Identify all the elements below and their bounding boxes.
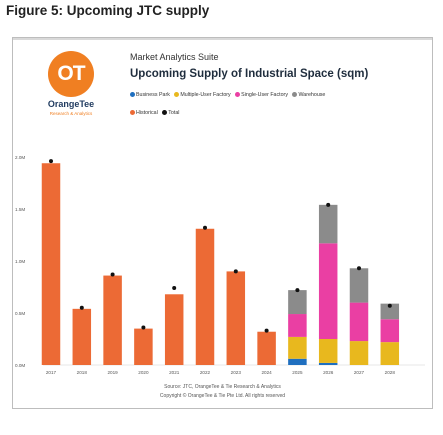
legend-label: Total [168,110,180,116]
orangetee-logo-icon: OT [48,51,94,97]
legend-label: Single-User Factory [241,92,288,98]
legend-item-warehouse[interactable]: Warehouse [292,92,325,98]
chart-panel: OT OrangeTee Research & Analytics Market… [12,37,433,409]
x-tick-label: 2026 [323,370,334,375]
bar-segment [288,290,307,315]
x-tick-label: 2021 [169,370,180,375]
brand-tagline: Research & Analytics [49,111,93,116]
total-marker [233,269,238,274]
y-tick-label: 2.0M [15,155,25,160]
bar-segment [103,275,122,365]
y-tick-label: 1.5M [15,207,25,212]
legend-item-total[interactable]: Total [162,110,179,116]
figure-title: Figure 5: Upcoming JTC supply [6,3,210,18]
total-marker [141,325,146,330]
bar-segment [318,204,338,244]
total-marker [110,272,115,277]
x-tick-label: 2025 [292,370,303,375]
legend-row-categories: Business Park Multiple-User Factory Sing… [130,92,328,98]
total-marker [172,286,177,291]
legend-dot-icon [130,110,135,115]
x-tick-label: 2020 [138,370,149,375]
x-tick-label: 2027 [354,370,365,375]
bar-segment [288,314,307,337]
legend-dot-icon [162,110,168,115]
bar-segment [226,271,246,365]
total-marker [357,266,361,271]
bar-segment [134,328,153,365]
chart-title: Upcoming Supply of Industrial Space (sqm… [130,68,369,80]
bar-segment [349,302,369,342]
legend-item-multiple-user-factory[interactable]: Multiple-User Factory [174,92,231,98]
x-tick-label: 2018 [77,370,88,375]
total-marker [387,303,392,308]
legend-label: Business Park [136,92,170,98]
total-marker [49,159,53,164]
legend-label: Historical [136,110,158,116]
legend-dot-icon [235,92,241,97]
bar-segment [318,339,338,363]
total-marker [295,288,300,293]
bar-segment [164,294,184,365]
bar-segment [380,342,400,365]
legend-dot-icon [292,92,298,97]
legend-item-business-park[interactable]: Business Park [130,92,170,98]
bar-chart: 0.0M 0.5M 1.0M 1.5M 2.0M 2017 2018 2019 2020 2021… [15,155,425,375]
x-tick-label: 2019 [107,370,118,375]
total-marker [264,328,269,333]
bar-segment [288,358,307,365]
legend-dot-icon [174,92,180,97]
y-tick-label: 1.0M [15,259,25,264]
bar-segment [41,163,61,365]
y-tick-label: 0.5M [15,311,25,316]
bar-segment [380,303,400,320]
bar-segment [380,319,400,343]
chart-source: Source: JTC, OrangeTee & Tie Research & … [164,384,281,390]
legend-label: Warehouse [298,92,326,98]
bar-segment [349,341,369,365]
chart-copyright: Copyright © OrangeTee & Tie Pte Ltd. All… [159,393,286,399]
legend-item-historical[interactable]: Historical [130,110,158,116]
x-tick-label: 2023 [231,370,242,375]
suite-name: Market Analytics Suite [130,52,219,62]
x-tick-label: 2024 [261,370,272,375]
bar-segment [195,228,215,365]
bar-segment [349,268,369,303]
legend-row-totals: Historical Total [130,110,182,116]
x-tick-label: 2022 [200,370,211,375]
brand-name: OrangeTee [47,99,95,109]
x-tick-label: 2028 [385,370,396,375]
legend-dot-icon [130,92,135,97]
bar-segment [318,243,338,339]
total-marker [203,225,207,230]
total-marker [79,305,84,310]
panel-top-rule [13,38,432,40]
legend-item-single-user-factory[interactable]: Single-User Factory [235,92,288,98]
bar-segment [257,331,276,365]
bar-segment [318,362,338,365]
legend-label: Multiple-User Factory [180,92,231,98]
bar-segment [288,336,307,359]
y-tick-label: 0.0M [15,363,25,368]
bar-segment [72,308,92,365]
x-tick-label: 2017 [46,370,57,375]
total-marker [326,202,331,207]
